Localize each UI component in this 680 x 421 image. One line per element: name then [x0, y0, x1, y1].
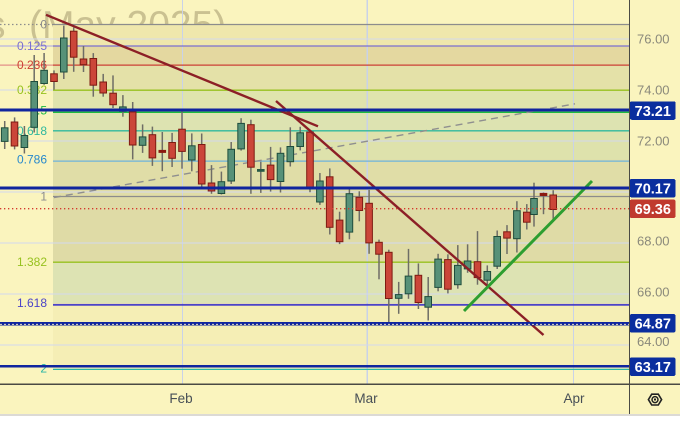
svg-text:Feb: Feb: [169, 391, 192, 406]
svg-text:s: s: [0, 4, 6, 47]
svg-text:66.00: 66.00: [637, 284, 670, 299]
svg-text:73.21: 73.21: [635, 104, 671, 120]
svg-text:0.236: 0.236: [17, 58, 47, 72]
svg-text:63.17: 63.17: [635, 360, 671, 376]
svg-text:0.786: 0.786: [17, 153, 47, 167]
svg-text:2: 2: [40, 362, 47, 376]
svg-text:1.382: 1.382: [17, 255, 47, 269]
svg-text:72.00: 72.00: [637, 133, 670, 148]
svg-text:68.00: 68.00: [637, 233, 670, 248]
svg-text:70.17: 70.17: [635, 182, 671, 198]
svg-text:74.00: 74.00: [637, 82, 670, 97]
svg-text:0.125: 0.125: [17, 39, 47, 53]
svg-text:69.36: 69.36: [635, 202, 671, 218]
svg-text:76.00: 76.00: [637, 31, 670, 46]
svg-text:64.87: 64.87: [635, 317, 671, 333]
svg-text:64.00: 64.00: [637, 334, 670, 349]
svg-text:0: 0: [40, 18, 47, 32]
svg-text:1.618: 1.618: [17, 296, 47, 310]
svg-text:Apr: Apr: [563, 391, 585, 406]
svg-text:Mar: Mar: [354, 391, 378, 406]
svg-text:1: 1: [40, 190, 47, 204]
